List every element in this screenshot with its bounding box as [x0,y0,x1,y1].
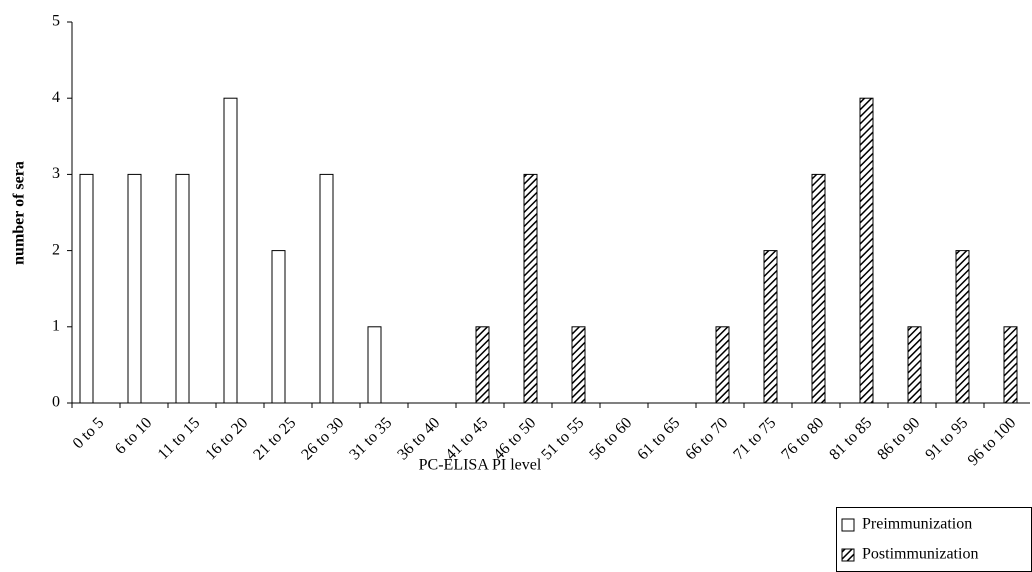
x-tick-label: 11 to 15 [155,414,204,463]
x-tick-label: 6 to 10 [112,414,155,457]
x-tick-label: 26 to 30 [298,414,347,463]
x-axis-title: PC-ELISA PI level [419,457,542,474]
y-tick-label: 0 [52,394,60,411]
x-tick-label: 96 to 100 [965,414,1020,469]
bar [271,250,286,404]
bar [571,326,586,404]
x-tick-label: 91 to 95 [922,414,971,463]
legend-label: Preimmunization [862,516,972,533]
x-tick-label: 66 to 70 [682,414,731,463]
bar [127,173,142,404]
y-tick-label: 1 [52,317,60,334]
bar [715,326,730,404]
bar [955,250,970,404]
bar [475,326,490,404]
x-tick-label: 51 to 55 [538,414,587,463]
legend-box [836,507,1032,572]
x-tick-label: 56 to 60 [586,414,635,463]
bar [907,326,922,404]
bar [523,173,538,404]
x-tick-label: 71 to 75 [730,414,779,463]
x-tick-label: 0 to 5 [70,414,108,452]
y-axis-title: number of sera [11,161,28,265]
bar [1003,326,1018,404]
x-tick-label: 86 to 90 [874,414,923,463]
x-tick-label: 81 to 85 [826,414,875,463]
bar [175,173,190,404]
bar [763,250,778,404]
legend-swatch [841,518,855,532]
y-tick-label: 4 [52,89,60,106]
y-tick-label: 5 [52,13,60,30]
x-tick-label: 21 to 25 [250,414,299,463]
x-tick-label: 16 to 20 [202,414,251,463]
y-tick-label: 2 [52,241,60,258]
bar [319,173,334,404]
bar [367,326,382,404]
bar [859,97,874,404]
bar [223,97,238,404]
bar [811,173,826,404]
bar [79,173,94,404]
x-tick-label: 31 to 35 [346,414,395,463]
legend-label: Postimmunization [862,546,978,563]
legend-swatch [841,548,855,562]
y-tick-label: 3 [52,165,60,182]
x-tick-label: 61 to 65 [634,414,683,463]
x-tick-label: 76 to 80 [778,414,827,463]
